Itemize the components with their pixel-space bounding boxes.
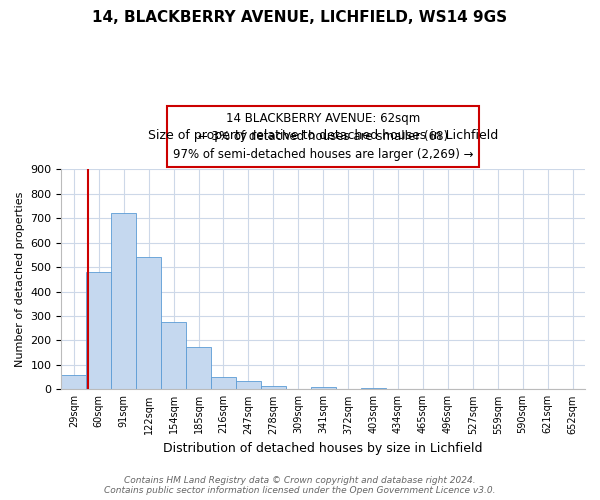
- X-axis label: Distribution of detached houses by size in Lichfield: Distribution of detached houses by size …: [163, 442, 483, 455]
- Bar: [311, 387, 335, 390]
- Text: 14 BLACKBERRY AVENUE: 62sqm
← 3% of detached houses are smaller (68)
97% of semi: 14 BLACKBERRY AVENUE: 62sqm ← 3% of deta…: [173, 112, 473, 160]
- Bar: [361, 388, 386, 390]
- Bar: [261, 386, 286, 390]
- Bar: [111, 214, 136, 390]
- Text: Contains HM Land Registry data © Crown copyright and database right 2024.
Contai: Contains HM Land Registry data © Crown c…: [104, 476, 496, 495]
- Bar: [211, 377, 236, 390]
- Bar: [136, 258, 161, 390]
- Bar: [161, 322, 186, 390]
- Y-axis label: Number of detached properties: Number of detached properties: [15, 192, 25, 367]
- Title: Size of property relative to detached houses in Lichfield: Size of property relative to detached ho…: [148, 129, 499, 142]
- Bar: [186, 346, 211, 390]
- Text: 14, BLACKBERRY AVENUE, LICHFIELD, WS14 9GS: 14, BLACKBERRY AVENUE, LICHFIELD, WS14 9…: [92, 10, 508, 25]
- Bar: [61, 374, 86, 390]
- Bar: [236, 381, 261, 390]
- Bar: [86, 272, 111, 390]
